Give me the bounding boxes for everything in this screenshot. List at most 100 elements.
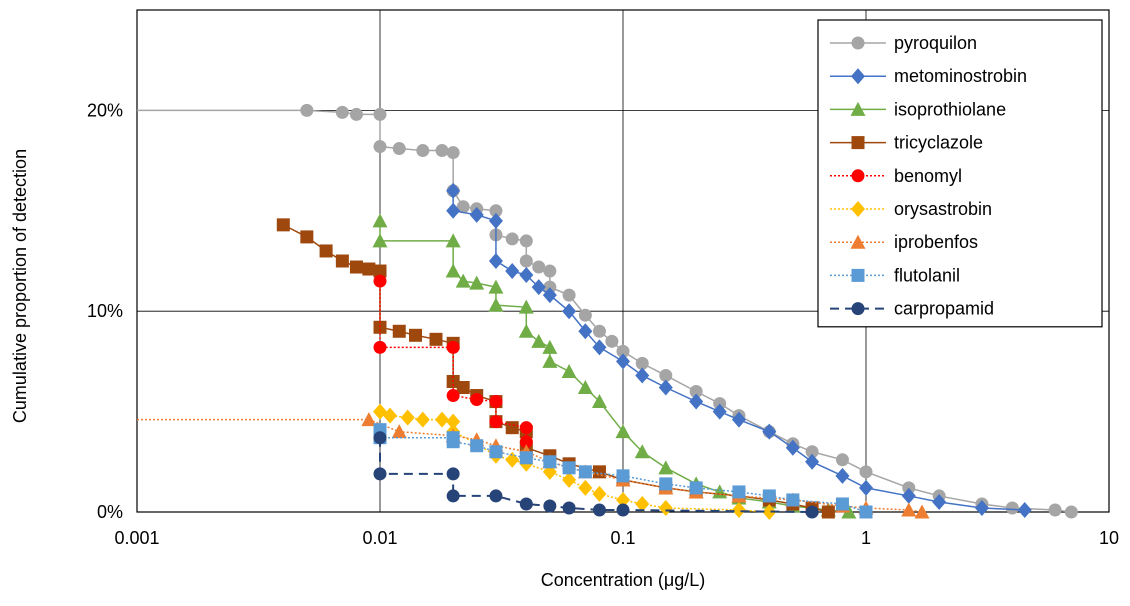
data-point-metominostrobin — [531, 279, 546, 296]
data-point-metominostrobin — [446, 202, 461, 219]
data-point-carpropamid — [805, 505, 819, 519]
data-point-isoprothiolane — [615, 424, 631, 439]
legend-marker — [850, 234, 866, 249]
x-tick-label: 0.01 — [362, 528, 397, 548]
legend-item-carpropamid: carpropamid — [830, 299, 994, 319]
axis-ticks: 0.001 0.01 0.1 1 10 0% 10% 20% — [87, 100, 1119, 548]
data-point-metominostrobin — [712, 403, 727, 420]
data-point-isoprothiolane — [445, 263, 461, 278]
data-point-pyroquilon — [505, 232, 519, 246]
data-point-benomyl — [373, 274, 387, 288]
data-point-flutolanil — [519, 451, 533, 465]
legend-item-tricyclazole: tricyclazole — [830, 133, 983, 153]
data-point-isoprothiolane — [488, 279, 504, 294]
data-point-metominostrobin — [658, 379, 673, 396]
data-point-pyroquilon — [1064, 505, 1078, 519]
legend-item-benomyl: benomyl — [830, 166, 962, 186]
data-point-tricyclazole — [505, 421, 519, 435]
data-point-isoprothiolane — [561, 363, 577, 378]
data-point-flutolanil — [786, 493, 800, 507]
data-point-isoprothiolane — [712, 484, 728, 499]
data-point-metominostrobin — [785, 439, 800, 456]
data-point-metominostrobin — [562, 303, 577, 320]
data-point-isoprothiolane — [488, 297, 504, 312]
data-point-pyroquilon — [456, 200, 470, 214]
legend-label: iprobenfos — [894, 232, 978, 252]
data-point-carpropamid — [562, 501, 576, 515]
data-point-carpropamid — [616, 503, 630, 517]
legend-label: tricyclazole — [894, 133, 983, 153]
data-point-metominostrobin — [446, 182, 461, 199]
data-point-carpropamid — [446, 489, 460, 503]
data-point-flutolanil — [562, 461, 576, 475]
legend-item-metominostrobin: metominostrobin — [830, 66, 1027, 86]
data-point-benomyl — [489, 395, 503, 409]
legend-marker — [851, 268, 865, 282]
legend-item-flutolanil: flutolanil — [830, 265, 960, 285]
data-point-benomyl — [519, 421, 533, 435]
data-point-pyroquilon — [616, 344, 630, 358]
data-point-flutolanil — [689, 481, 703, 495]
data-point-flutolanil — [659, 477, 673, 491]
data-point-isoprothiolane — [372, 233, 388, 248]
data-point-metominostrobin — [505, 263, 520, 280]
data-point-pyroquilon — [543, 264, 557, 278]
data-point-orysastrobin — [658, 499, 673, 516]
series-tricyclazole — [276, 218, 835, 519]
data-point-pyroquilon — [519, 254, 533, 268]
legend-label: isoprothiolane — [894, 99, 1006, 119]
data-point-metominostrobin — [616, 353, 630, 370]
data-point-pyroquilon — [605, 334, 619, 348]
data-point-pyroquilon — [519, 234, 533, 248]
data-point-metominostrobin — [762, 423, 777, 440]
data-point-metominostrobin — [731, 411, 746, 428]
data-point-orysastrobin — [578, 479, 593, 496]
data-point-pyroquilon — [373, 140, 387, 154]
data-point-pyroquilon — [349, 107, 363, 121]
data-point-pyroquilon — [902, 481, 916, 495]
legend-marker — [851, 302, 865, 316]
data-point-pyroquilon — [689, 385, 703, 399]
data-point-pyroquilon — [435, 144, 449, 158]
data-point-benomyl — [519, 435, 533, 449]
y-tick-label: 0% — [97, 502, 123, 522]
series-metominostrobin — [446, 182, 1032, 518]
data-point-iprobenfos — [361, 412, 377, 427]
data-point-tricyclazole — [276, 218, 290, 232]
data-point-metominostrobin — [859, 479, 873, 496]
data-point-carpropamid — [543, 499, 557, 513]
data-point-pyroquilon — [659, 368, 673, 382]
data-point-benomyl — [489, 415, 503, 429]
data-point-orysastrobin — [435, 411, 450, 428]
data-point-benomyl — [470, 393, 484, 407]
legend-marker — [851, 169, 865, 183]
legend-item-iprobenfos: iprobenfos — [830, 232, 978, 252]
data-point-tricyclazole — [319, 244, 333, 258]
data-point-pyroquilon — [1048, 503, 1062, 517]
legend-marker — [851, 36, 865, 50]
series-carpropamid — [373, 431, 819, 519]
data-point-metominostrobin — [974, 499, 989, 516]
data-point-flutolanil — [543, 455, 557, 469]
data-point-carpropamid — [373, 431, 387, 445]
data-point-metominostrobin — [469, 206, 484, 223]
data-point-isoprothiolane — [372, 213, 388, 228]
data-point-pyroquilon — [489, 204, 503, 218]
data-point-tricyclazole — [429, 332, 443, 346]
x-tick-label: 1 — [861, 528, 871, 548]
data-point-pyroquilon — [532, 260, 546, 274]
data-point-pyroquilon — [562, 288, 576, 302]
x-axis-title: Concentration (μg/L) — [541, 570, 705, 590]
data-point-flutolanil — [762, 489, 776, 503]
data-point-tricyclazole — [373, 264, 387, 278]
data-point-metominostrobin — [488, 212, 503, 229]
data-point-tricyclazole — [456, 381, 470, 395]
data-point-orysastrobin — [616, 491, 630, 508]
legend-label: orysastrobin — [894, 199, 992, 219]
legend-marker — [851, 201, 865, 217]
legend-marker — [851, 68, 865, 85]
series-flutolanil — [373, 423, 873, 519]
data-point-orysastrobin — [762, 504, 777, 520]
data-point-pyroquilon — [713, 397, 727, 411]
